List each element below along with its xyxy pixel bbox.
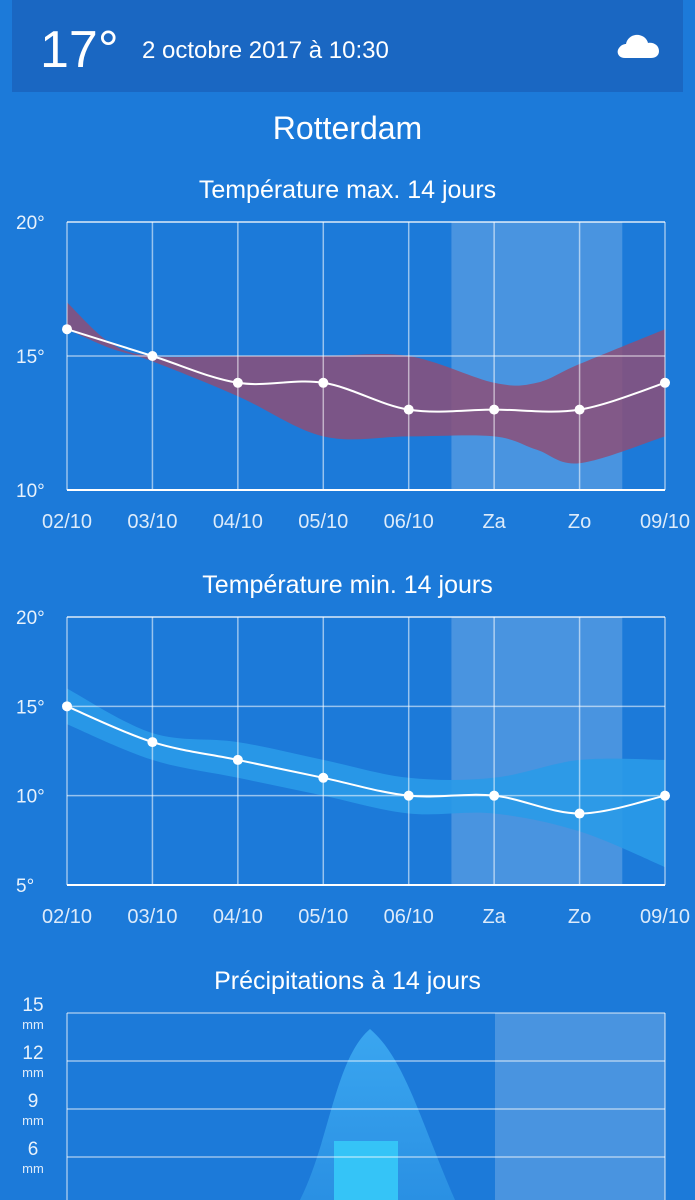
min-forecast-band — [67, 688, 665, 868]
min-y-tick-label: 20° — [16, 608, 45, 629]
min-data-point — [147, 737, 158, 748]
min-data-point — [403, 790, 414, 801]
max-forecast-band — [67, 302, 665, 464]
min-x-tick-label: 04/10 — [213, 906, 263, 928]
max-x-tick-label: 05/10 — [298, 511, 348, 533]
max-temp-chart: 20° 15° 10° 02/10 03/10 04/10 05/10 06/10 Za Zo 09… — [16, 213, 690, 533]
max-temp-chart-title: Température max. 14 jours — [198, 176, 497, 204]
max-x-tick-label: 06/10 — [384, 511, 434, 533]
precip-y-tick-label: 15 — [22, 995, 43, 1016]
current-temperature: 17° — [40, 21, 119, 79]
min-x-tick-label: 06/10 — [384, 906, 434, 928]
min-data-point — [62, 701, 72, 712]
max-y-tick-label: 10° — [16, 481, 45, 502]
max-data-point — [147, 351, 158, 361]
max-data-point — [62, 324, 72, 335]
min-x-tick-label: Zo — [568, 906, 591, 928]
max-y-tick-label: 15° — [16, 347, 45, 368]
min-data-point — [318, 772, 329, 783]
precip-y-tick-label: 12 — [22, 1043, 43, 1064]
current-weather-header: 17° 2 octobre 2017 à 10:30 — [12, 0, 683, 92]
precip-y-unit-label: mm — [22, 1065, 44, 1080]
max-series-line — [66, 328, 666, 413]
cloud-icon — [617, 34, 659, 58]
min-data-point — [489, 790, 500, 801]
precip-weekend-shade — [495, 1013, 665, 1200]
max-x-tick-label: 09/10 — [640, 511, 690, 533]
min-data-point — [574, 808, 585, 819]
city-name: Rotterdam — [272, 110, 423, 146]
min-y-tick-label: 10° — [16, 787, 45, 808]
max-data-point — [318, 377, 329, 388]
precip-y-tick-label: 6 — [28, 1139, 39, 1160]
max-data-point — [232, 377, 243, 388]
min-weekend-shade — [451, 617, 623, 885]
precip-y-unit-label: mm — [22, 1161, 44, 1176]
min-x-tick-label: 09/10 — [640, 906, 690, 928]
min-data-point — [660, 790, 670, 801]
max-y-tick-label: 20° — [16, 213, 45, 234]
precip-y-tick-label: 9 — [28, 1091, 39, 1112]
max-data-point — [660, 377, 670, 388]
min-x-tick-label: 02/10 — [42, 906, 92, 928]
min-temp-chart: 20° 15° 10° 5° 02/10 03/10 04/10 05/10 06/10 Za Zo… — [16, 608, 690, 928]
max-x-tick-label: 02/10 — [42, 511, 92, 533]
min-x-tick-label: Za — [482, 906, 506, 928]
min-temp-chart-title: Température min. 14 jours — [202, 571, 493, 599]
min-series-line — [66, 705, 666, 815]
max-data-point — [574, 404, 585, 415]
min-data-point — [232, 754, 243, 765]
min-x-tick-label: 05/10 — [298, 906, 348, 928]
precip-chart-title: Précipitations à 14 jours — [214, 967, 481, 995]
min-y-tick-label: 5° — [16, 876, 34, 897]
precip-bar — [334, 1141, 398, 1200]
observation-date: 2 octobre 2017 à 10:30 — [142, 37, 389, 64]
max-x-tick-label: Zo — [568, 511, 591, 533]
max-data-point — [489, 404, 500, 415]
precip-y-unit-label: mm — [22, 1017, 44, 1032]
min-y-tick-label: 15° — [16, 697, 45, 718]
max-data-point — [403, 404, 414, 415]
max-x-tick-label: 03/10 — [127, 511, 177, 533]
min-x-tick-label: 03/10 — [127, 906, 177, 928]
max-x-tick-label: Za — [482, 511, 506, 533]
max-x-tick-label: 04/10 — [213, 511, 263, 533]
precip-y-unit-label: mm — [22, 1113, 44, 1128]
